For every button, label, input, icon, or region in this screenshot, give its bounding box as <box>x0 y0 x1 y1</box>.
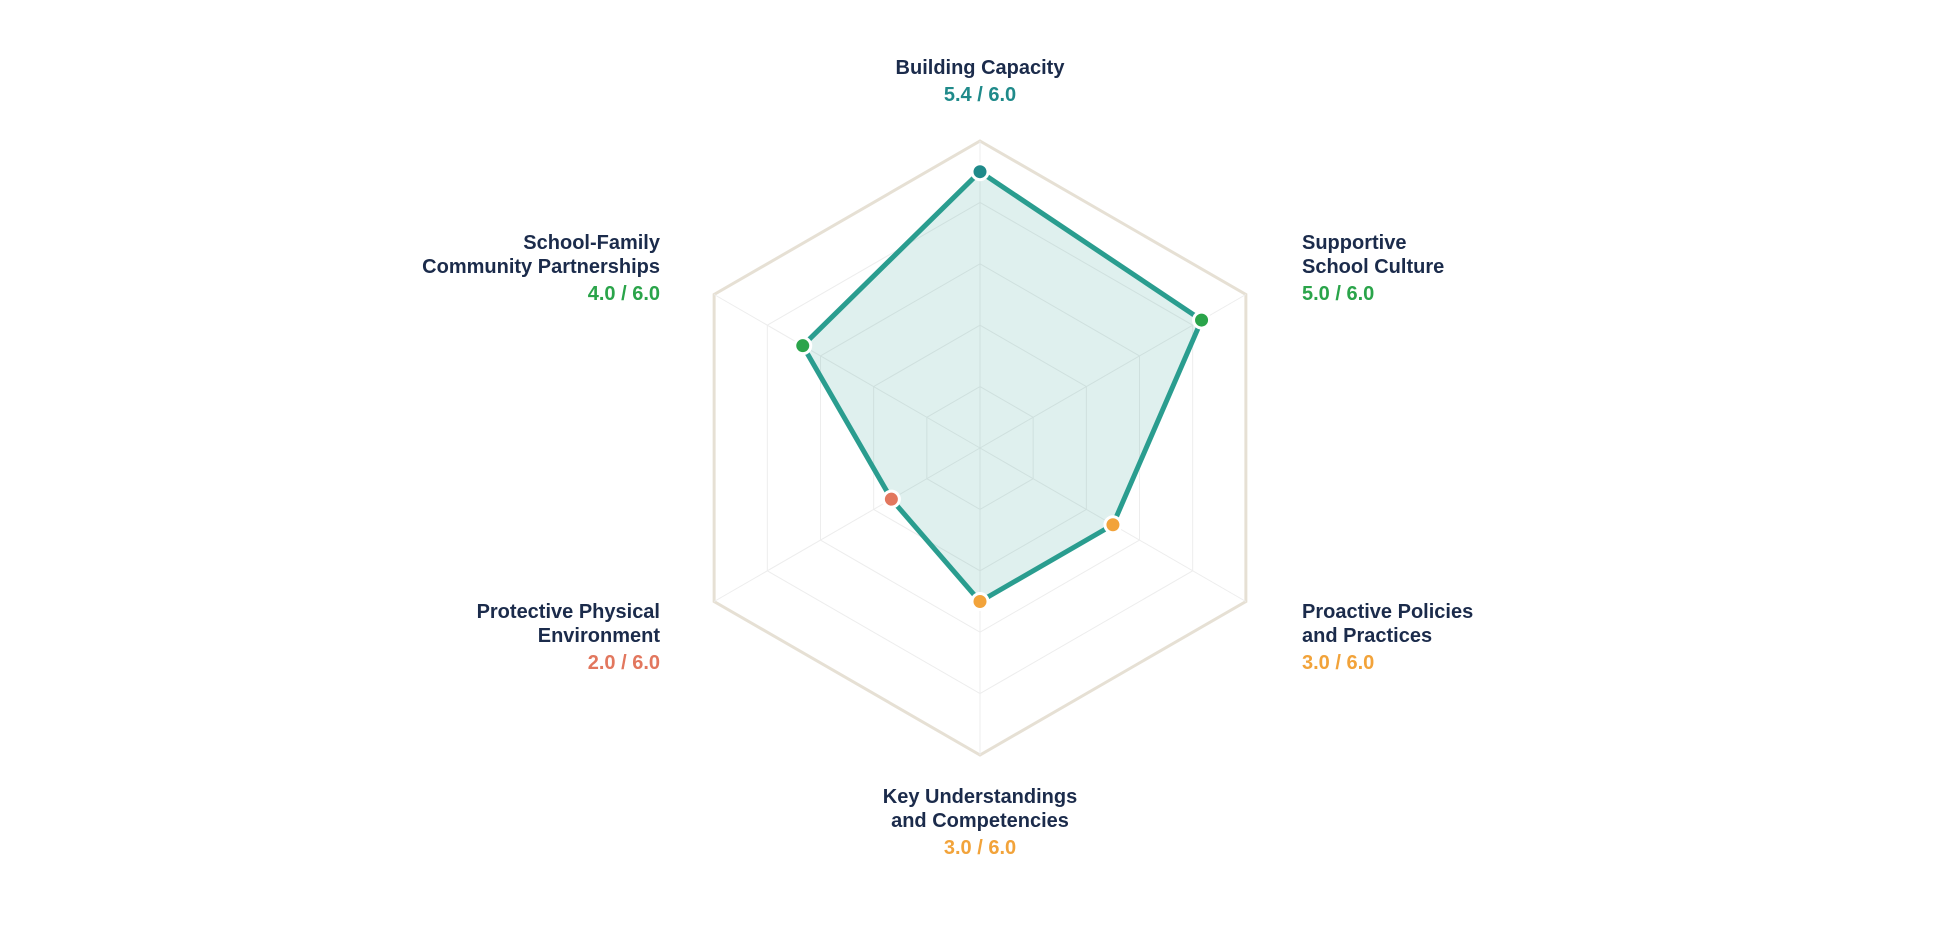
radar-spoke <box>713 447 981 602</box>
axis-score: 5.0 / 6.0 <box>1302 283 1374 305</box>
radar-point[interactable] <box>1103 515 1123 535</box>
axis-score: 2.0 / 6.0 <box>588 652 660 674</box>
radar-point[interactable] <box>970 592 990 611</box>
radar-point[interactable] <box>1192 310 1212 330</box>
axis-label: School Culture <box>1302 256 1444 278</box>
axis-label: Environment <box>538 625 661 647</box>
axis-score: 4.0 / 6.0 <box>588 283 660 305</box>
axis-score: 3.0 / 6.0 <box>944 837 1016 859</box>
axis-label: Protective Physical <box>477 601 660 623</box>
radar-point[interactable] <box>970 162 990 182</box>
axis-label-group: Building Capacity 5.4 / 6.0 <box>896 57 1066 106</box>
radar-point[interactable] <box>793 336 813 356</box>
series-layer <box>800 169 1205 604</box>
axis-label: and Competencies <box>891 810 1069 832</box>
point-layer <box>793 162 1212 611</box>
grid-layer <box>712 139 1248 757</box>
axis-score: 3.0 / 6.0 <box>1302 652 1374 674</box>
axis-label: Building Capacity <box>896 57 1066 79</box>
axis-label: Proactive Policies <box>1302 601 1473 623</box>
axis-label: Community Partnerships <box>422 256 660 278</box>
axis-label: and Practices <box>1302 625 1432 647</box>
axis-score: 5.4 / 6.0 <box>944 84 1016 106</box>
axis-label: School-Family <box>523 232 661 254</box>
axis-label: Supportive <box>1302 232 1406 254</box>
axis-label: Key Understandings <box>883 786 1077 808</box>
radar-point[interactable] <box>881 489 901 509</box>
radar-spoke <box>713 294 981 449</box>
radar-series-area <box>800 169 1205 604</box>
